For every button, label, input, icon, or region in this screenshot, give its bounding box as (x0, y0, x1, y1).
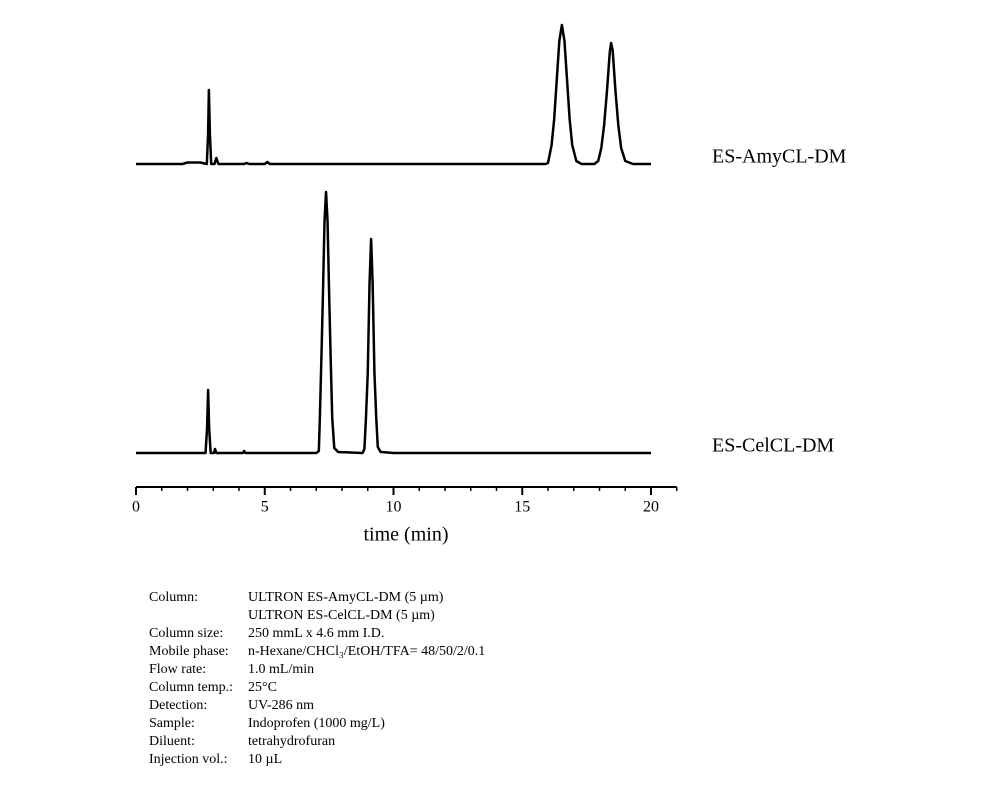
condition-label: Injection vol.: (149, 752, 228, 767)
x-tick-label: 5 (261, 499, 269, 516)
trace (136, 190, 651, 455)
x-tick-label: 20 (643, 499, 659, 516)
condition-value: 25°C (248, 680, 277, 695)
condition-label: Diluent: (149, 734, 195, 749)
condition-value: tetrahydrofuran (248, 734, 335, 749)
condition-value: 10 µL (248, 752, 282, 767)
condition-value: ULTRON ES-AmyCL-DM (5 µm) (248, 590, 444, 605)
condition-label: Flow rate: (149, 662, 206, 677)
condition-value: 1.0 mL/min (248, 662, 314, 677)
trace-label: ES-AmyCL-DM (712, 146, 847, 168)
x-tick-label: 10 (386, 499, 402, 516)
x-tick-label: 15 (514, 499, 530, 516)
condition-label: Detection: (149, 698, 207, 713)
trace (136, 23, 651, 166)
condition-label: Column temp.: (149, 680, 233, 695)
trace-label: ES-CelCL-DM (712, 435, 834, 457)
x-tick-label: 0 (132, 499, 140, 516)
condition-value: ULTRON ES-CelCL-DM (5 µm) (248, 608, 435, 623)
condition-value: n-Hexane/CHCl₃/EtOH/TFA= 48/50/2/0.1 (248, 644, 485, 659)
condition-label: Sample: (149, 716, 195, 731)
condition-value: UV-286 nm (248, 698, 314, 713)
condition-value: 250 mmL x 4.6 mm I.D. (248, 626, 384, 641)
x-axis-title: time (min) (364, 524, 449, 546)
condition-value: Indoprofen (1000 mg/L) (248, 716, 385, 731)
condition-label: Column size: (149, 626, 223, 641)
condition-label: Column: (149, 590, 198, 605)
condition-label: Mobile phase: (149, 644, 229, 659)
